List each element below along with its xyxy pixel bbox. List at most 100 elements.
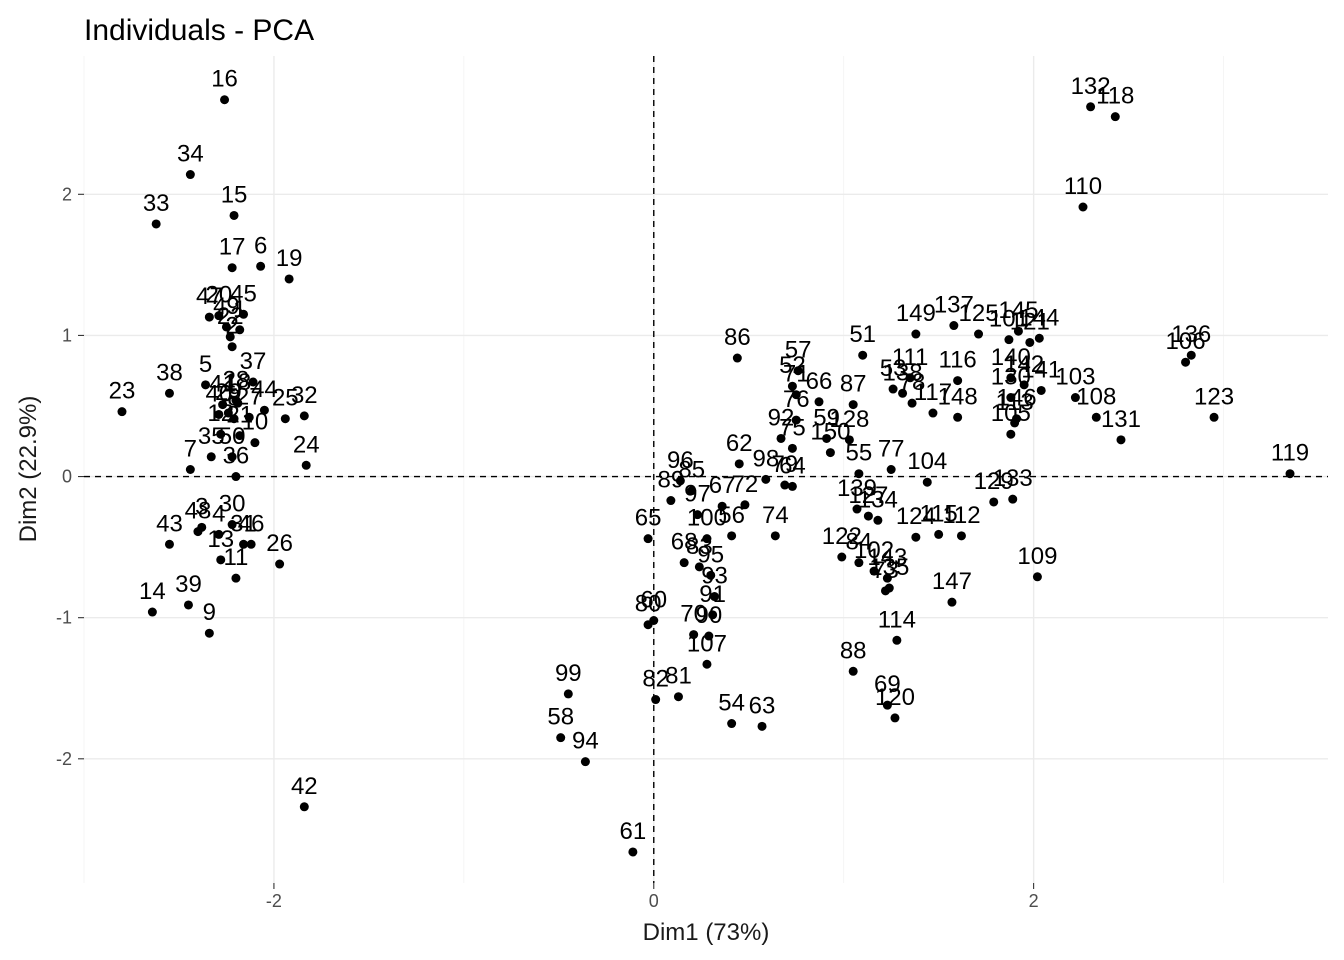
data-point bbox=[580, 757, 590, 767]
point-label: 8 bbox=[227, 385, 240, 412]
data-point bbox=[218, 400, 228, 410]
data-point bbox=[679, 558, 689, 568]
point-label: 92 bbox=[768, 404, 795, 431]
point-label: 34 bbox=[177, 141, 204, 168]
point-label: 60 bbox=[640, 587, 667, 614]
point-label: 25 bbox=[272, 385, 299, 412]
point-label: 130 bbox=[991, 364, 1031, 391]
data-point bbox=[911, 329, 921, 339]
point-label: 27 bbox=[236, 383, 263, 410]
data-point bbox=[214, 311, 224, 321]
data-point bbox=[235, 431, 245, 441]
point-label: 127 bbox=[848, 482, 888, 509]
point-label: 150 bbox=[810, 419, 850, 446]
data-point bbox=[706, 570, 716, 580]
data-point bbox=[858, 350, 868, 360]
point-label: 69 bbox=[874, 671, 901, 698]
point-label: 18 bbox=[224, 369, 251, 396]
data-point bbox=[284, 274, 294, 284]
point-label: 6 bbox=[254, 232, 267, 259]
data-point bbox=[201, 380, 211, 390]
point-label: 80 bbox=[635, 591, 662, 618]
point-label: 5 bbox=[199, 351, 212, 378]
point-label: 42 bbox=[291, 773, 318, 800]
point-label: 79 bbox=[771, 451, 798, 478]
point-label: 15 bbox=[221, 181, 248, 208]
data-point bbox=[1006, 373, 1016, 383]
data-point bbox=[702, 659, 712, 669]
point-label: 146 bbox=[997, 385, 1037, 412]
point-label: 31 bbox=[230, 510, 257, 537]
data-point bbox=[776, 433, 786, 443]
point-label: 96 bbox=[667, 447, 694, 474]
point-label: 36 bbox=[223, 443, 250, 470]
data-point bbox=[888, 384, 898, 394]
point-label: 103 bbox=[1055, 364, 1095, 391]
point-label: 61 bbox=[620, 818, 647, 845]
data-point bbox=[246, 539, 256, 549]
point-label: 64 bbox=[779, 452, 806, 479]
point-label: 148 bbox=[938, 383, 978, 410]
y-tick-label: -2 bbox=[56, 749, 72, 769]
point-label: 104 bbox=[907, 448, 947, 475]
point-label: 139 bbox=[837, 475, 877, 502]
point-label: 114 bbox=[878, 606, 916, 633]
data-point bbox=[953, 412, 963, 422]
point-label: 90 bbox=[695, 602, 722, 629]
point-label: 54 bbox=[718, 690, 745, 717]
point-label: 7 bbox=[184, 436, 197, 463]
point-label: 85 bbox=[678, 457, 705, 484]
point-label: 62 bbox=[726, 430, 753, 457]
data-point bbox=[220, 95, 230, 105]
point-label: 124 bbox=[896, 503, 936, 530]
data-point bbox=[907, 398, 917, 408]
point-label: 115 bbox=[920, 500, 958, 527]
point-label: 57 bbox=[785, 337, 812, 364]
point-label: 23 bbox=[109, 378, 136, 405]
data-point bbox=[643, 620, 653, 630]
data-point bbox=[989, 497, 999, 507]
data-point bbox=[787, 443, 797, 453]
data-point bbox=[911, 532, 921, 542]
points bbox=[117, 95, 1295, 857]
data-point bbox=[204, 312, 214, 322]
data-point bbox=[227, 452, 237, 462]
data-point bbox=[299, 411, 309, 421]
data-point bbox=[770, 531, 780, 541]
x-axis-title: Dim1 (73%) bbox=[643, 919, 770, 946]
data-point bbox=[761, 474, 771, 484]
point-label: 117 bbox=[914, 379, 952, 406]
data-point bbox=[231, 472, 241, 482]
data-point bbox=[666, 496, 676, 506]
point-label: 91 bbox=[699, 581, 726, 608]
point-label: 13 bbox=[207, 526, 234, 553]
x-tick-label: 2 bbox=[1029, 891, 1039, 911]
data-point bbox=[863, 511, 873, 521]
point-label: 9 bbox=[203, 599, 216, 626]
data-point bbox=[1078, 202, 1088, 212]
data-point bbox=[235, 325, 245, 335]
point-label: 137 bbox=[934, 292, 974, 319]
data-point bbox=[787, 381, 797, 391]
data-point bbox=[734, 459, 744, 469]
data-point bbox=[1186, 350, 1196, 360]
point-label: 82 bbox=[642, 666, 669, 693]
data-point bbox=[880, 586, 890, 596]
x-tick-label: 0 bbox=[649, 891, 659, 911]
point-label: 93 bbox=[701, 563, 728, 590]
data-point bbox=[1010, 418, 1020, 428]
point-label: 134 bbox=[858, 486, 898, 513]
data-point bbox=[822, 433, 832, 443]
data-point bbox=[890, 713, 900, 723]
point-label: 46 bbox=[238, 510, 265, 537]
point-label: 21 bbox=[226, 402, 253, 429]
point-label: 145 bbox=[998, 297, 1038, 324]
data-point bbox=[689, 630, 699, 640]
data-point bbox=[563, 689, 573, 699]
point-label: 66 bbox=[806, 368, 833, 395]
x-tick-label: -2 bbox=[266, 891, 282, 911]
point-label: 70 bbox=[680, 601, 707, 628]
